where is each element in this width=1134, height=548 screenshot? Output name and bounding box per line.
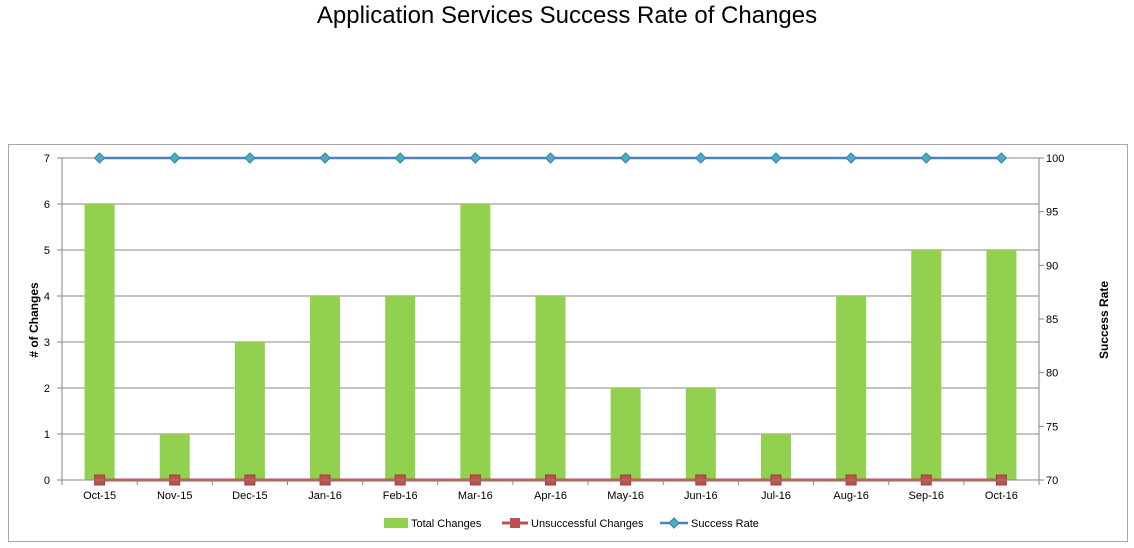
- marker-success-rate: [169, 152, 181, 164]
- x-tick-label: Jul-16: [761, 490, 791, 502]
- legend-marker-success-rate: [668, 517, 680, 529]
- legend-label-total-changes: Total Changes: [411, 518, 482, 530]
- bar-total-changes: [836, 296, 867, 480]
- x-tick-label: Jun-16: [684, 490, 718, 502]
- y-tick-label: 1: [44, 429, 50, 441]
- x-tick-label: Dec-15: [232, 490, 267, 502]
- y2-tick-label: 90: [1046, 260, 1058, 272]
- marker-success-rate: [995, 152, 1008, 164]
- legend-label-unsuccessful-changes: Unsuccessful Changes: [531, 518, 644, 530]
- marker-success-rate: [93, 152, 106, 164]
- x-tick-label: Aug-16: [833, 490, 868, 502]
- y-axis-label: # of Changes: [27, 282, 41, 358]
- bar-total-changes: [159, 434, 190, 480]
- bar-total-changes: [685, 388, 716, 480]
- bar-total-changes: [84, 204, 115, 480]
- marker-success-rate: [244, 152, 256, 164]
- y-tick-label: 3: [44, 337, 50, 349]
- x-tick-label: Mar-16: [458, 490, 493, 502]
- marker-success-rate: [394, 152, 406, 164]
- marker-success-rate: [619, 152, 632, 164]
- y-tick-label: 7: [44, 153, 50, 165]
- y-tick-label: 5: [44, 245, 50, 257]
- y2-tick-label: 70: [1046, 475, 1058, 487]
- legend: Total Changes Unsuccessful Changes Success…: [384, 517, 759, 530]
- x-tick-label: Sep-16: [909, 490, 944, 502]
- bar-total-changes: [310, 296, 341, 480]
- bars-total-changes: [84, 204, 1017, 480]
- bar-total-changes: [911, 250, 942, 480]
- y2-tick-label: 80: [1046, 368, 1058, 380]
- legend-marker-unsuccessful-changes: [510, 518, 520, 528]
- y2-tick-label: 75: [1046, 421, 1058, 433]
- marker-success-rate: [920, 152, 932, 164]
- y2-tick-label: 95: [1046, 207, 1058, 219]
- x-tick-label: Oct-16: [985, 490, 1018, 502]
- marker-success-rate: [770, 152, 782, 164]
- bar-total-changes: [535, 296, 566, 480]
- chart-title: Application Services Success Rate of Cha…: [316, 2, 818, 29]
- marker-success-rate: [469, 152, 482, 164]
- legend-swatch-total-changes: [384, 518, 408, 528]
- marker-success-rate: [544, 152, 557, 164]
- legend-label-success-rate: Success Rate: [691, 518, 759, 530]
- marker-success-rate: [695, 152, 707, 164]
- chart-frame: [8, 144, 1128, 542]
- marker-success-rate: [845, 152, 857, 164]
- bar-total-changes: [234, 342, 265, 480]
- x-tick-label: Nov-15: [157, 490, 192, 502]
- y-tick-label: 6: [44, 199, 50, 211]
- bar-total-changes: [986, 250, 1017, 480]
- axes: 0 1 2 3 4 5 6 7 70 75 80 85 90 95 100 Oct-15 Nov-15 Dec-1…: [44, 153, 1064, 502]
- x-tick-label: Jan-16: [308, 490, 342, 502]
- bar-total-changes: [610, 388, 641, 480]
- bar-total-changes: [385, 296, 416, 480]
- y2-tick-label: 100: [1046, 153, 1064, 165]
- x-tick-label: May-16: [607, 490, 644, 502]
- x-tick-label: Feb-16: [383, 490, 418, 502]
- bar-total-changes: [460, 204, 491, 480]
- y-tick-label: 4: [44, 291, 50, 303]
- bar-total-changes: [760, 434, 791, 480]
- y2-axis-label: Success Rate: [1097, 281, 1111, 359]
- x-tick-label: Apr-16: [534, 490, 567, 502]
- y-tick-label: 0: [44, 475, 50, 487]
- y2-tick-label: 85: [1046, 314, 1058, 326]
- y-tick-label: 2: [44, 383, 50, 395]
- x-tick-label: Oct-15: [83, 490, 116, 502]
- marker-success-rate: [319, 152, 331, 164]
